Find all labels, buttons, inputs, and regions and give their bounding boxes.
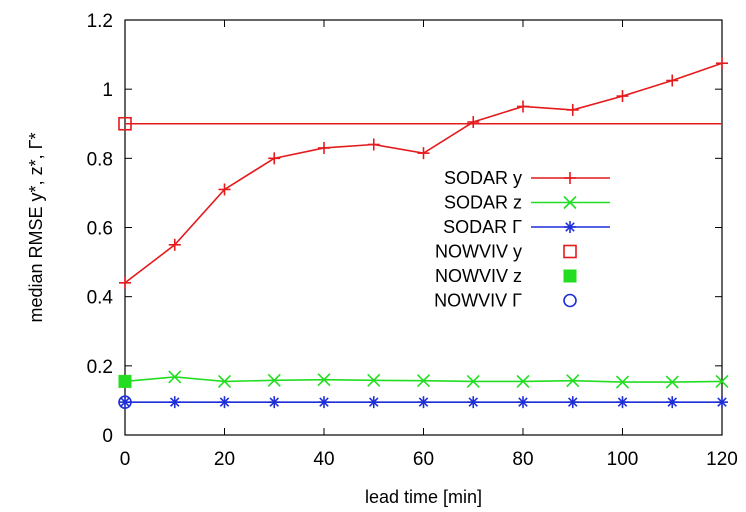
x-tick-label: 40	[313, 449, 334, 470]
data-point	[517, 100, 529, 113]
y-tick-label: 1.2	[87, 11, 113, 32]
legend-marker	[563, 293, 577, 308]
data-point	[118, 116, 132, 131]
data-point	[716, 57, 728, 70]
y-tick-label: 0.8	[87, 149, 113, 170]
legend-label: SODAR Γ	[443, 217, 522, 237]
series-line	[124, 62, 723, 284]
legend-entry: SODAR y	[444, 168, 610, 188]
legend-label: SODAR y	[444, 168, 522, 188]
data-point	[318, 141, 330, 154]
series-layer	[118, 57, 729, 409]
data-point	[517, 396, 529, 409]
legend-label: NOWVIV z	[435, 266, 522, 286]
x-tick-label: 120	[706, 449, 738, 470]
data-point	[516, 374, 530, 388]
data-point	[666, 396, 679, 409]
legend-marker	[564, 172, 576, 184]
data-point	[466, 374, 480, 388]
data-point	[665, 375, 679, 389]
legend-entry: SODAR Γ	[443, 217, 610, 237]
data-point	[119, 396, 131, 409]
legend-entry: NOWVIV y	[435, 242, 577, 262]
data-point	[716, 396, 728, 409]
data-point	[367, 373, 381, 387]
data-point	[666, 74, 679, 87]
y-tick-label: 0	[102, 426, 113, 447]
x-tick-label: 60	[413, 449, 434, 470]
x-tick-label: 100	[607, 449, 639, 470]
data-point	[218, 396, 231, 409]
legend-marker	[564, 221, 576, 233]
legend-entry: NOWVIV z	[435, 266, 577, 286]
data-point	[467, 396, 480, 409]
series-0	[119, 57, 728, 289]
x-tick-label: 80	[512, 449, 533, 470]
legend-entry: SODAR z	[444, 193, 610, 213]
legend-marker	[563, 244, 577, 259]
y-tick-label: 0.2	[87, 357, 113, 378]
data-point	[318, 396, 330, 409]
y-axis-label: median RMSE y*, z*, Γ*	[26, 133, 46, 323]
plot-frame	[124, 19, 723, 436]
data-point	[168, 370, 182, 384]
data-point	[267, 373, 281, 387]
data-point	[566, 374, 580, 388]
y-tick-label: 0.6	[87, 219, 113, 240]
legend-label: NOWVIV y	[435, 242, 522, 262]
data-point	[218, 183, 231, 196]
series-4	[118, 374, 132, 388]
data-point	[168, 396, 181, 409]
y-tick-label: 1	[102, 80, 113, 101]
data-point	[118, 374, 132, 388]
data-point	[268, 396, 281, 409]
data-point	[367, 396, 380, 409]
data-point	[417, 147, 430, 160]
legend-marker	[563, 269, 577, 283]
data-point	[566, 396, 579, 409]
data-point	[616, 90, 629, 103]
data-point	[268, 152, 281, 165]
x-axis-label: lead time [min]	[365, 487, 482, 507]
data-point	[467, 116, 480, 129]
data-point	[616, 396, 629, 409]
x-tick-label: 20	[214, 449, 235, 470]
legend-entry: NOWVIV Γ	[434, 291, 577, 311]
data-point	[417, 396, 430, 409]
data-point	[615, 375, 630, 389]
data-point	[119, 276, 131, 289]
series-3	[118, 116, 722, 131]
series-1	[118, 370, 729, 389]
data-point	[715, 374, 729, 388]
legend-label: NOWVIV Γ	[434, 291, 522, 311]
y-tick-label: 0.4	[87, 288, 114, 309]
x-tick-label: 0	[120, 449, 131, 470]
data-point	[317, 373, 331, 387]
legend-label: SODAR z	[444, 193, 522, 213]
data-point	[367, 138, 380, 151]
legend-marker	[563, 195, 577, 210]
series-5	[118, 395, 132, 409]
data-point	[416, 374, 431, 388]
data-point	[566, 103, 579, 116]
axes: 0 20 40 60 80 100 120 0 0.2 0.4 0.6 0.8 1 1.2	[87, 11, 738, 470]
legend: SODAR y SODAR z SODAR Γ NOWVIV y NOWVIV z NOW…	[434, 168, 610, 311]
series-2	[119, 396, 728, 409]
data-point	[168, 238, 181, 251]
data-point	[118, 395, 132, 409]
data-point	[217, 374, 232, 388]
